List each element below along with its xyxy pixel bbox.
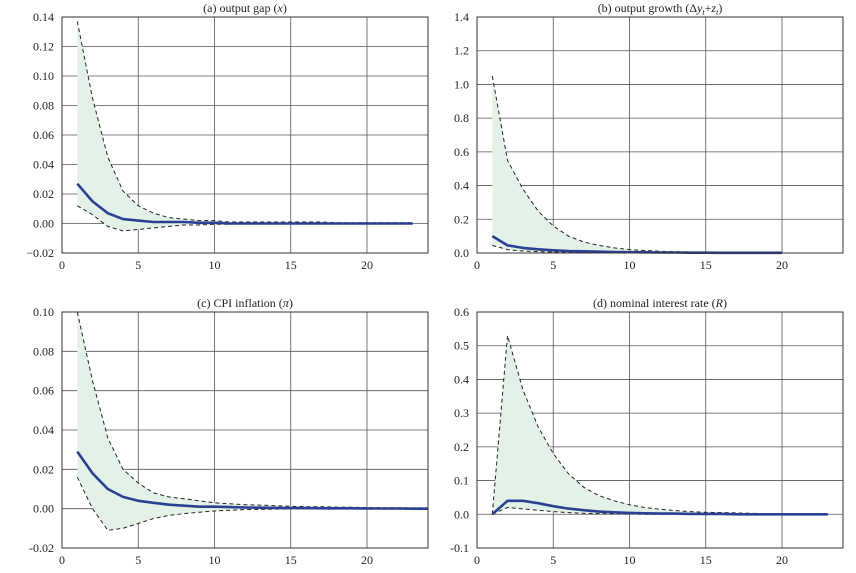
x-tick-label-d-4: 20 — [776, 553, 788, 567]
x-tick-label-c-1: 5 — [135, 553, 141, 567]
y-tick-label-a-1: 0.00 — [33, 217, 54, 231]
x-tick-label-a-4: 20 — [361, 258, 373, 272]
x-tick-label-d-2: 10 — [624, 553, 636, 567]
y-tick-label-c-4: 0.06 — [33, 384, 54, 398]
y-tick-label-d-7: 0.6 — [454, 305, 469, 319]
y-tick-label-a-8: 0.14 — [33, 10, 54, 24]
y-tick-label-d-2: 0.1 — [454, 474, 469, 488]
x-tick-label-d-0: 0 — [474, 553, 480, 567]
chart-panel-c: -0.02 0.00 0.02 0.04 0.06 0.08 0.10 0 5 10 15 20 (c)… — [29, 296, 429, 567]
median-response-line-d — [491, 499, 828, 516]
x-tick-label-d-1: 5 — [550, 553, 556, 567]
plot-frame-c — [61, 311, 429, 549]
median-response-line-c — [76, 450, 428, 511]
confidence-band-d — [492, 335, 828, 515]
y-tick-label-a-3: 0.04 — [33, 158, 54, 172]
chart-title-b: (b) output growth (Δyt+zt) — [598, 1, 723, 17]
y-tick-label-a-4: 0.06 — [33, 128, 54, 142]
y-tick-label-d-0: -0.1 — [450, 541, 469, 555]
plot-frame-b — [476, 16, 844, 254]
y-tick-label-a-2: 0.02 — [33, 187, 54, 201]
y-tick-label-d-4: 0.3 — [454, 406, 469, 420]
x-tick-label-c-4: 20 — [361, 553, 373, 567]
x-tick-label-c-2: 10 — [209, 553, 221, 567]
y-tick-label-b-7: 1.4 — [454, 10, 469, 24]
x-tick-label-c-0: 0 — [59, 553, 65, 567]
chart-panel-b: 0.0 0.2 0.4 0.6 0.8 1.0 1.2 1.4 0 5 10 15 20 (b) outp… — [454, 1, 844, 272]
y-tick-label-b-3: 0.6 — [454, 145, 469, 159]
x-tick-label-b-1: 5 — [550, 258, 556, 272]
upper-bound-line-d — [491, 335, 828, 515]
x-tick-label-a-2: 10 — [209, 258, 221, 272]
y-tick-label-b-4: 0.8 — [454, 111, 469, 125]
x-tick-label-a-1: 5 — [135, 258, 141, 272]
chart-panel-a: −0.02 0.00 0.02 0.04 0.06 0.08 0.10 0.12 0.14 0 5 1… — [26, 1, 429, 272]
y-tick-label-d-6: 0.5 — [454, 339, 469, 353]
upper-bound-line-a — [76, 21, 413, 224]
plot-frame-d — [476, 311, 844, 549]
x-tick-label-b-0: 0 — [474, 258, 480, 272]
x-tick-label-b-2: 10 — [624, 258, 636, 272]
y-tick-label-a-7: 0.12 — [33, 40, 54, 54]
y-tick-label-a-5: 0.08 — [33, 99, 54, 113]
x-tick-label-b-3: 15 — [700, 258, 712, 272]
confidence-band-a — [77, 21, 413, 231]
y-tick-label-b-5: 1.0 — [454, 77, 469, 91]
y-tick-label-c-2: 0.02 — [33, 462, 54, 476]
chart-panel-d: -0.1 0.0 0.1 0.2 0.3 0.4 0.5 0.6 0 5 10 15 20 (d) nom… — [450, 296, 844, 567]
y-tick-label-b-1: 0.2 — [454, 212, 469, 226]
plot-frame-a — [61, 16, 429, 254]
y-tick-label-b-2: 0.4 — [454, 179, 469, 193]
y-tick-label-b-0: 0.0 — [454, 246, 469, 260]
chart-title-d: (d) nominal interest rate (R) — [593, 296, 727, 310]
y-tick-label-d-1: 0.0 — [454, 507, 469, 521]
y-tick-label-d-5: 0.4 — [454, 372, 469, 386]
y-tick-label-c-6: 0.10 — [33, 305, 54, 319]
y-tick-label-c-5: 0.08 — [33, 344, 54, 358]
x-tick-label-a-3: 15 — [285, 258, 297, 272]
y-tick-label-a-6: 0.10 — [33, 69, 54, 83]
y-tick-label-d-3: 0.2 — [454, 440, 469, 454]
x-tick-label-a-0: 0 — [59, 258, 65, 272]
y-tick-label-c-3: 0.04 — [33, 423, 54, 437]
chart-title-c: (c) CPI inflation (π) — [197, 296, 293, 310]
y-tick-label-b-6: 1.2 — [454, 44, 469, 58]
x-tick-label-c-3: 15 — [285, 553, 297, 567]
y-tick-label-a-0: −0.02 — [26, 246, 54, 260]
x-tick-label-d-3: 15 — [700, 553, 712, 567]
y-tick-label-c-1: 0.00 — [33, 502, 54, 516]
y-tick-label-c-0: -0.02 — [29, 541, 54, 555]
confidence-band-b — [492, 76, 782, 253]
chart-title-a: (a) output gap (x) — [203, 1, 287, 15]
median-response-line-a — [76, 182, 413, 225]
x-tick-label-b-4: 20 — [776, 258, 788, 272]
